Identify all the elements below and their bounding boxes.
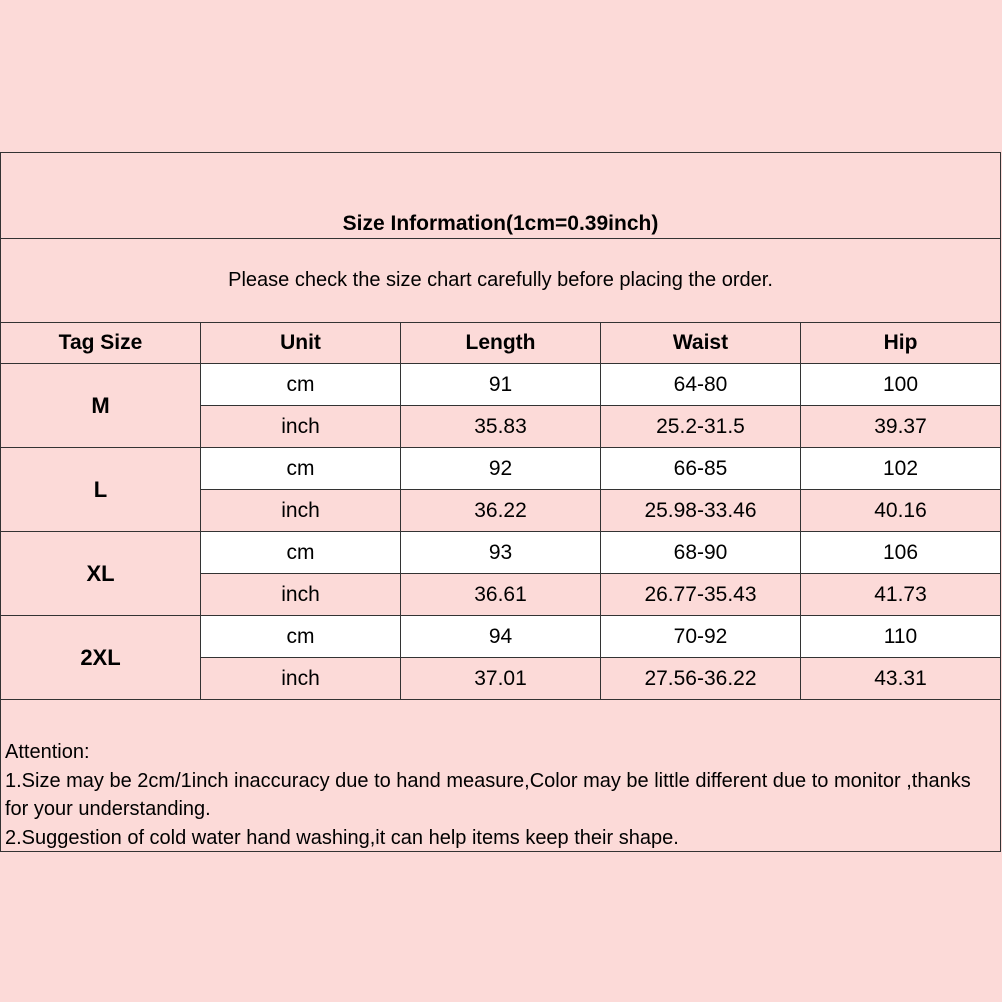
length-cell: 36.61 [400,573,601,616]
hip-cell: 43.31 [800,657,1001,700]
table-row: 2XL cm 94 70-92 110 [0,615,1001,700]
header-length: Length [400,322,601,364]
header-hip: Hip [800,322,1001,364]
table-row: XL cm 93 68-90 106 [0,531,1001,616]
attention-heading: Attention: [5,741,90,763]
size-table: Size Information(1cm=0.39inch) Please ch… [0,152,1001,700]
length-cell: 35.83 [400,405,601,448]
waist-cell: 64-80 [600,363,801,406]
attention-note-2: 2.Suggestion of cold water hand washing,… [5,826,679,849]
table-row: inch 36.22 25.98-33.46 40.16 [1,489,1001,532]
length-cell: 91 [400,363,601,406]
unit-cell: cm [200,363,401,406]
hip-cell: 41.73 [800,573,1001,616]
chart-subtitle: Please check the size chart carefully be… [0,238,1001,323]
length-cell: 92 [400,447,601,490]
unit-cell: cm [200,447,401,490]
waist-cell: 25.2-31.5 [600,405,801,448]
tag-size-cell: L [0,447,201,532]
waist-cell: 70-92 [600,615,801,658]
unit-cell: cm [200,531,401,574]
size-chart: Size Information(1cm=0.39inch) Please ch… [0,152,1001,852]
attention-notes: Attention: 1.Size may be 2cm/1inch inacc… [0,700,1001,852]
tag-size-cell: 2XL [0,615,201,700]
tag-size-cell: M [0,363,201,448]
header-row: Tag Size Unit Length Waist Hip [0,322,1001,364]
table-row: inch 36.61 26.77-35.43 41.73 [1,573,1001,616]
hip-cell: 100 [800,363,1001,406]
hip-cell: 106 [800,531,1001,574]
waist-cell: 25.98-33.46 [600,489,801,532]
hip-cell: 110 [800,615,1001,658]
length-cell: 36.22 [400,489,601,532]
tag-size-cell: XL [0,531,201,616]
attention-note-1: 1.Size may be 2cm/1inch inaccuracy due t… [5,769,971,821]
unit-cell: inch [200,405,401,448]
unit-cell: inch [200,657,401,700]
hip-cell: 39.37 [800,405,1001,448]
table-row: inch 37.01 27.56-36.22 43.31 [1,657,1001,700]
length-cell: 94 [400,615,601,658]
hip-cell: 40.16 [800,489,1001,532]
waist-cell: 27.56-36.22 [600,657,801,700]
waist-cell: 66-85 [600,447,801,490]
unit-cell: inch [200,489,401,532]
waist-cell: 26.77-35.43 [600,573,801,616]
header-tag-size: Tag Size [0,322,201,364]
header-waist: Waist [600,322,801,364]
chart-title: Size Information(1cm=0.39inch) [0,152,1001,239]
table-row: inch 35.83 25.2-31.5 39.37 [1,405,1001,448]
length-cell: 37.01 [400,657,601,700]
header-unit: Unit [200,322,401,364]
hip-cell: 102 [800,447,1001,490]
waist-cell: 68-90 [600,531,801,574]
unit-cell: inch [200,573,401,616]
length-cell: 93 [400,531,601,574]
unit-cell: cm [200,615,401,658]
